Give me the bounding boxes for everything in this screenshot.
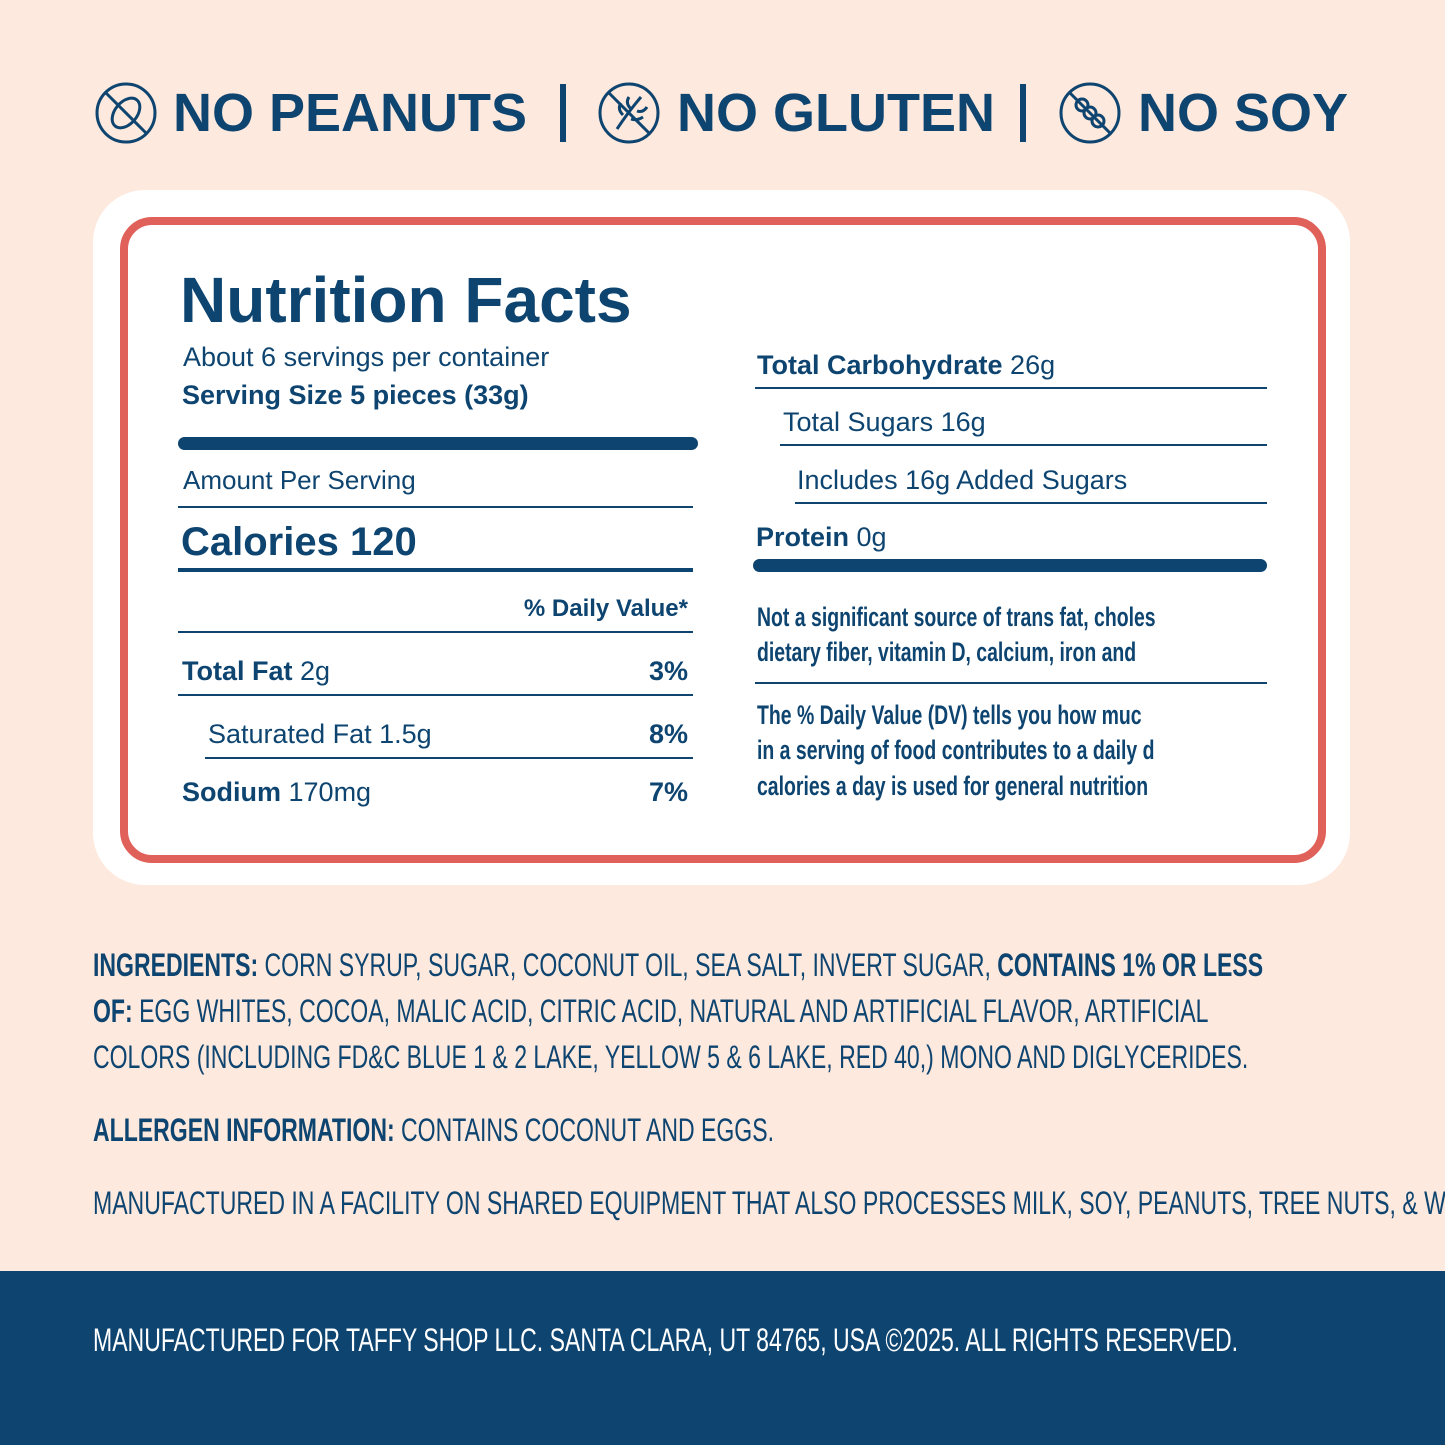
serving-size: Serving Size 5 pieces (33g)	[182, 380, 529, 410]
allergen: ALLERGEN INFORMATION: CONTAINS COCONUT A…	[93, 1114, 774, 1146]
note-line: dietary fiber, vitamin D, calcium, iron …	[757, 637, 1137, 667]
nutrient-amount: 170mg	[288, 777, 372, 807]
dv-note-line: The % Daily Value (DV) tells you how muc	[757, 700, 1142, 730]
nutrient-amount: 0g	[856, 522, 887, 552]
divider	[755, 387, 1267, 389]
divider	[205, 757, 693, 759]
divider	[780, 444, 1267, 446]
nutrient-dv: 7%	[648, 777, 688, 807]
nutrient-amount: 26g	[1010, 350, 1056, 380]
divider	[755, 682, 1267, 684]
no-gluten-icon	[598, 82, 660, 144]
no-peanuts-icon	[95, 82, 157, 144]
ingredients-text: CORN SYRUP, SUGAR, COCONUT OIL, SEA SALT…	[264, 947, 991, 983]
nutrient-name: Includes 16g Added Sugars	[797, 465, 1128, 495]
divider	[178, 631, 693, 633]
calories: Calories 120	[181, 520, 417, 564]
amount-per-serving: Amount Per Serving	[183, 465, 416, 495]
ingredients-label: INGREDIENTS:	[93, 947, 259, 983]
nutrition-title: Nutrition Facts	[180, 264, 632, 336]
ingredients-label: CONTAINS 1% OR LESS OF:	[93, 947, 1264, 1029]
separator	[560, 84, 566, 142]
divider	[753, 559, 1267, 572]
footer-band	[0, 1271, 1445, 1445]
nutrient-row: Sodium 170mg	[182, 779, 371, 806]
nutrient-name: Sodium	[182, 777, 281, 807]
nutrient-amount: 2g	[300, 656, 331, 686]
divider	[795, 502, 1267, 504]
note-line: Not a significant source of trans fat, c…	[757, 602, 1156, 632]
separator	[1020, 84, 1026, 142]
dv-note-line: in a serving of food contributes to a da…	[757, 735, 1155, 765]
nutrient-name: Total Carbohydrate	[757, 350, 1003, 380]
nutrient-name: Total Fat	[182, 656, 293, 686]
dv-note-line: calories a day is used for general nutri…	[757, 771, 1149, 801]
badge-label: NO SOY	[1138, 83, 1349, 143]
nutrient-dv: 8%	[648, 719, 688, 749]
allergen-text: CONTAINS COCONUT AND EGGS.	[401, 1112, 774, 1148]
nutrient-name: Saturated Fat 1.5g	[208, 719, 432, 749]
nutrient-row: Protein 0g	[756, 524, 887, 551]
nutrient-row: Total Fat 2g	[182, 658, 330, 685]
nutrient-name: Protein	[756, 522, 850, 552]
no-soy-icon	[1059, 82, 1121, 144]
daily-value-header: % Daily Value*	[523, 595, 688, 622]
divider	[178, 568, 693, 572]
badge-label: NO PEANUTS	[173, 83, 528, 143]
facility: MANUFACTURED IN A FACILITY ON SHARED EQU…	[93, 1185, 1445, 1221]
divider	[178, 506, 693, 508]
nutrient-dv: 3%	[648, 656, 688, 686]
divider	[178, 694, 693, 696]
nutrient-row: Total Carbohydrate 26g	[757, 352, 1055, 379]
ingredients: INGREDIENTS: CORN SYRUP, SUGAR, COCONUT …	[93, 942, 1274, 1080]
divider	[178, 437, 698, 450]
servings: About 6 servings per container	[183, 342, 550, 372]
ingredients-text: EGG WHITES, COCOA, MALIC ACID, CITRIC AC…	[93, 993, 1249, 1075]
nutrition-frame	[120, 217, 1326, 863]
allergen-label: ALLERGEN INFORMATION:	[93, 1112, 395, 1148]
badge-label: NO GLUTEN	[677, 83, 995, 143]
nutrient-name: Total Sugars 16g	[783, 407, 986, 437]
footer-text: MANUFACTURED FOR TAFFY SHOP LLC. SANTA C…	[93, 1322, 1239, 1358]
